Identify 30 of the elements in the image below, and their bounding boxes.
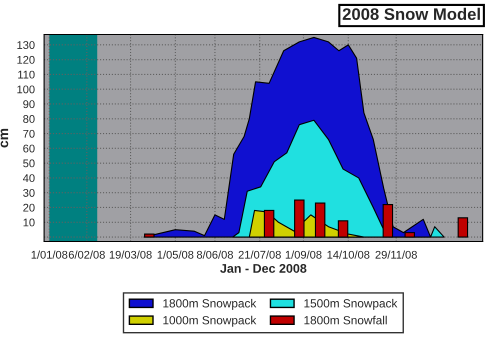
y-tick-label: 60 — [23, 144, 35, 152]
y-tick-label: 130 — [17, 41, 35, 49]
y-tick-label: 120 — [17, 56, 35, 64]
chart-title: 2008 Snow Model — [342, 8, 480, 20]
x-tick-label: 6/02/08 — [68, 250, 105, 259]
y-tick-label: 100 — [17, 85, 35, 94]
y-tick-label: 50 — [23, 159, 35, 168]
y-tick-label: 110 — [18, 70, 35, 79]
x-tick-label: 1/09/08 — [286, 250, 322, 259]
legend-label: 1500m Snowpack — [304, 298, 398, 310]
y-tick-label: 30 — [23, 188, 35, 197]
bar — [458, 217, 468, 238]
legend-label: 1800m Snowpack — [163, 298, 256, 310]
legend-label: 1800m Snowfall — [304, 316, 387, 324]
x-tick-label: 21/07/08 — [238, 250, 281, 259]
y-tick-label: 80 — [23, 115, 35, 123]
x-tick-label: 1/05/08 — [158, 250, 194, 259]
x-tick-label: 8/06/08 — [196, 250, 233, 259]
legend-label: 1000m Snowpack — [163, 316, 256, 327]
x-tick-label: 1/01/08 — [32, 250, 68, 259]
y-tick-label: 40 — [22, 174, 35, 182]
y-tick-label: 90 — [23, 100, 35, 108]
x-tick-label: 29/11/08 — [376, 250, 417, 259]
x-tick-label: 19/03/08 — [110, 250, 152, 259]
y-axis-title: cm — [0, 128, 8, 148]
y-tick-label: 20 — [23, 204, 35, 212]
y-tick-label: 70 — [23, 130, 35, 138]
x-axis-title: Jan - Dec 2008 — [220, 264, 306, 273]
y-tick-label: 10 — [24, 218, 35, 226]
x-tick-label: 14/10/08 — [327, 250, 370, 259]
